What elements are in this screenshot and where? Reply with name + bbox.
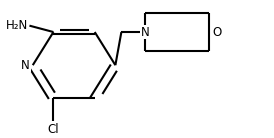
Text: Cl: Cl [48, 123, 59, 136]
Text: N: N [21, 59, 30, 72]
Text: H₂N: H₂N [6, 19, 28, 32]
Text: N: N [141, 26, 150, 39]
Text: O: O [212, 26, 221, 39]
